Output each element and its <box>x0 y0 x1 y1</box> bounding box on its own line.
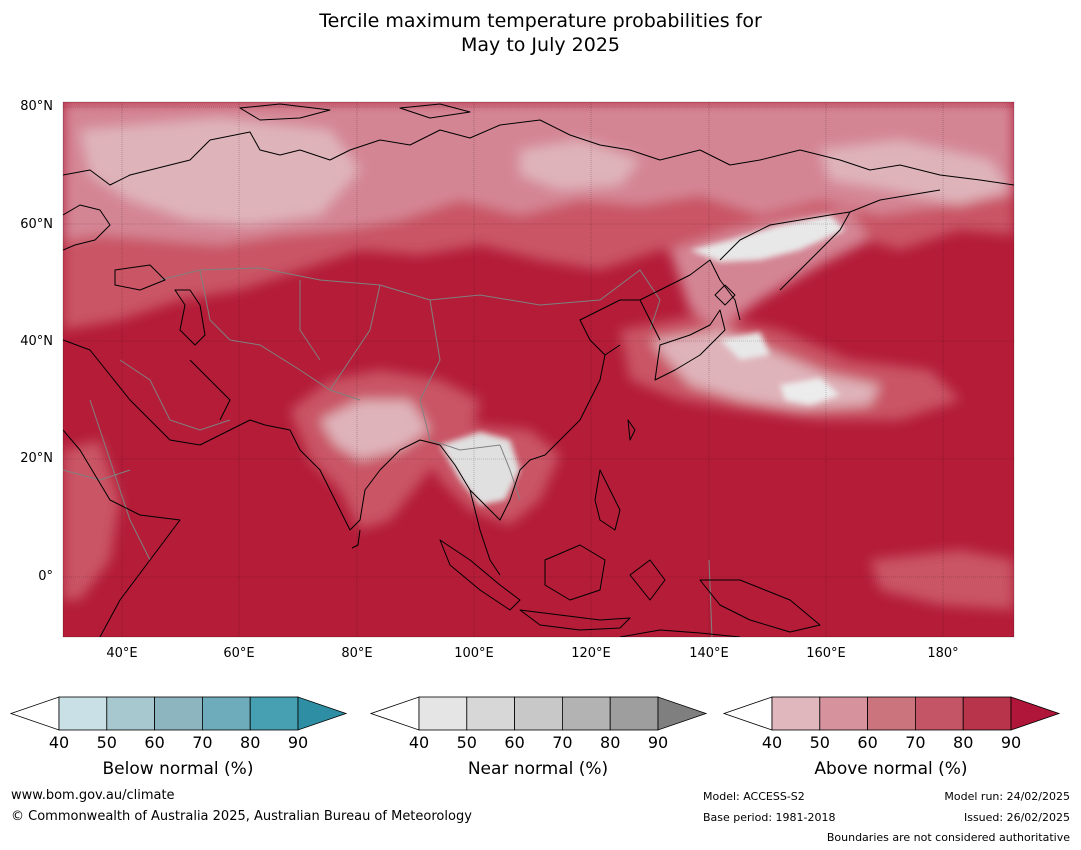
colorbar-tick-label: 80 <box>600 733 621 752</box>
country-borders <box>63 267 713 637</box>
region-japan-near <box>720 332 770 360</box>
colorbar-tick-label: 90 <box>1000 733 1022 752</box>
footer-website: www.bom.gov.au/climate <box>11 788 175 803</box>
region-okhotsk-near <box>690 215 845 262</box>
colorbar-tick-label: 60 <box>504 733 525 752</box>
probability-regions <box>63 102 1014 610</box>
colorbar-tick-label: 60 <box>144 733 165 752</box>
colorbar-segment <box>249 696 299 731</box>
colorbar-near <box>369 696 708 731</box>
colorbar-segment <box>562 696 611 731</box>
colorbar-below-title: Below normal (%) <box>102 759 254 779</box>
colorbar-extend-high <box>657 696 708 731</box>
region-south-pacific-70 <box>870 550 1014 610</box>
region-africa-70 <box>63 440 120 600</box>
colorbar-segment <box>106 696 156 731</box>
colorbar-tick-label: 50 <box>809 733 830 752</box>
colorbar-segment <box>466 696 515 731</box>
region-india-50 <box>320 400 430 460</box>
lon-label-80e: 80°E <box>341 646 373 661</box>
lon-label-140e: 140°E <box>689 646 729 661</box>
lon-label-160e: 160°E <box>806 646 846 661</box>
colorbar-extend-low <box>9 696 60 731</box>
map-plot-area <box>63 102 1014 637</box>
colorbar-above <box>722 696 1061 731</box>
colorbar-tick-label: 90 <box>287 733 309 752</box>
colorbar-segment <box>514 696 563 731</box>
colorbar-segment <box>418 696 468 731</box>
colorbar-tick-label: 90 <box>647 733 669 752</box>
region-pacific-near <box>780 378 840 405</box>
coastlines <box>63 103 1014 637</box>
colorbar-tick-label: 80 <box>240 733 261 752</box>
colorbar-segment <box>58 696 108 731</box>
lon-label-180: 180° <box>927 646 959 661</box>
region-north-50-west <box>80 118 360 225</box>
lat-label-80n: 80°N <box>20 99 53 114</box>
colorbar-tick-label: 50 <box>456 733 477 752</box>
colorbar-segment <box>819 696 868 731</box>
colorbar-segment <box>962 696 1012 731</box>
colorbar-extend-low <box>722 696 773 731</box>
colorbar-tick-label: 70 <box>552 733 573 752</box>
footer-model: Model: ACCESS-S2 <box>703 790 805 803</box>
lon-label-60e: 60°E <box>223 646 255 661</box>
colorbar-extend-high <box>297 696 348 731</box>
colorbar-segment <box>609 696 659 731</box>
colorbar-extend-high <box>1010 696 1061 731</box>
colorbar-segment <box>867 696 916 731</box>
lat-label-0: 0° <box>38 569 53 584</box>
footer-issued: Issued: 26/02/2025 <box>963 811 1070 824</box>
map-frame <box>62 101 1015 638</box>
colorbar-tick-label: 40 <box>761 733 783 752</box>
colorbar-tick-label: 80 <box>953 733 974 752</box>
colorbar-extend-low <box>369 696 420 731</box>
lon-label-40e: 40°E <box>106 646 138 661</box>
colorbar-below <box>9 696 348 731</box>
colorbar-tick-label: 70 <box>905 733 926 752</box>
colorbar-tick-label: 70 <box>192 733 213 752</box>
chart-title-line2: May to July 2025 <box>461 34 620 56</box>
footer-model-run: Model run: 24/02/2025 <box>944 790 1070 803</box>
lat-label-40n: 40°N <box>20 334 53 349</box>
footer-boundaries: Boundaries are not considered authoritat… <box>826 831 1070 844</box>
colorbar-tick-label: 40 <box>408 733 430 752</box>
colorbar-tick-label: 60 <box>857 733 878 752</box>
graticule <box>63 102 1014 637</box>
lon-label-120e: 120°E <box>571 646 611 661</box>
colorbar-near-title: Near normal (%) <box>467 759 609 779</box>
colorbar-tick-label: 40 <box>48 733 70 752</box>
colorbar-segment <box>154 696 203 731</box>
region-north-50-east <box>820 140 1010 205</box>
region-north-50-mid <box>520 140 640 190</box>
colorbar-tick-label: 50 <box>96 733 117 752</box>
colorbar-segment <box>201 696 251 731</box>
colorbar-segment <box>915 696 964 731</box>
lat-label-20n: 20°N <box>20 451 53 466</box>
footer-base-period: Base period: 1981-2018 <box>703 811 836 824</box>
chart-title-line1: Tercile maximum temperature probabilitie… <box>319 10 762 32</box>
colorbar-segment <box>771 696 821 731</box>
footer-copyright: © Commonwealth of Australia 2025, Austra… <box>11 809 472 824</box>
lat-label-60n: 60°N <box>20 217 53 232</box>
colorbar-above-title: Above normal (%) <box>814 759 968 779</box>
lon-label-100e: 100°E <box>454 646 494 661</box>
